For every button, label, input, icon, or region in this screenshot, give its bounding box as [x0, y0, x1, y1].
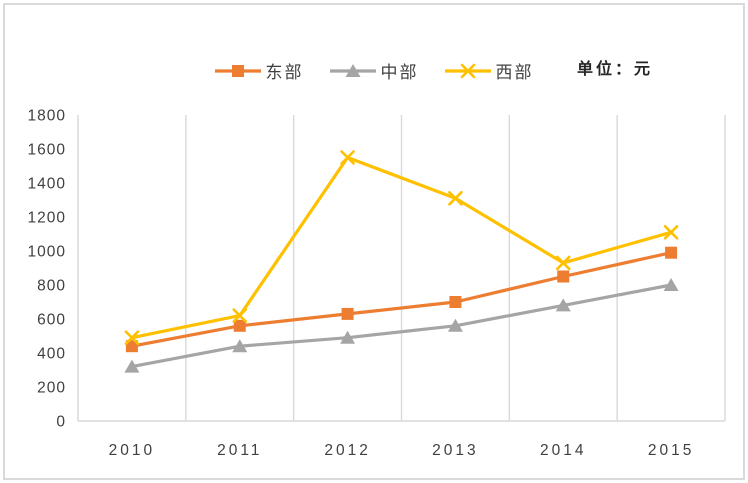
- series-marker: [233, 319, 246, 332]
- legend-item-label: 中部: [380, 63, 419, 82]
- x-tick-label: 2013: [432, 442, 478, 459]
- series-line: [131, 155, 672, 340]
- y-tick-label: 1600: [28, 142, 66, 159]
- legend-item[interactable]: 西部: [444, 58, 534, 83]
- series-marker: [124, 359, 140, 373]
- series-marker: [124, 330, 140, 345]
- y-tick-label: 0: [56, 414, 66, 431]
- y-tick-label: 1400: [28, 176, 66, 193]
- x-tick-label: 2015: [648, 442, 694, 459]
- series-marker: [341, 307, 354, 320]
- legend-item-label: 东部: [265, 63, 304, 82]
- series-marker: [340, 150, 355, 165]
- series-marker: [555, 255, 571, 271]
- series-marker: [448, 191, 463, 206]
- series-marker: [340, 330, 356, 344]
- x-marker-icon: [444, 63, 491, 78]
- y-tick-label: 1800: [28, 108, 66, 125]
- series-marker: [232, 308, 248, 323]
- series-marker: [557, 270, 570, 283]
- series-marker: [449, 296, 462, 308]
- legend-item[interactable]: 东部: [214, 58, 304, 83]
- series-marker: [663, 225, 679, 240]
- y-tick-label: 400: [37, 346, 66, 363]
- y-tick-label: 800: [37, 278, 66, 295]
- legend: 东部 中部 西部: [0, 58, 748, 83]
- triangle-marker-icon: [329, 63, 376, 77]
- y-tick-label: 1200: [28, 210, 66, 227]
- x-tick-label: 2012: [324, 442, 370, 459]
- x-tick-label: 2011: [217, 442, 262, 459]
- series-line: [131, 283, 672, 369]
- square-marker-icon: [214, 64, 261, 77]
- series-marker: [125, 340, 138, 353]
- series-marker: [663, 278, 679, 291]
- series-marker: [232, 339, 248, 353]
- legend-item[interactable]: 中部: [329, 58, 419, 83]
- series-marker: [665, 246, 678, 259]
- legend-item-label: 西部: [495, 63, 534, 82]
- y-tick-label: 200: [37, 380, 66, 397]
- unit-label: 单位：元: [576, 61, 653, 78]
- series-line: [131, 251, 672, 348]
- x-tick-label: 2010: [109, 442, 155, 459]
- y-tick-label: 600: [37, 312, 66, 329]
- y-tick-label: 1000: [28, 244, 66, 261]
- series-marker: [555, 298, 571, 312]
- x-tick-label: 2014: [540, 442, 586, 459]
- series-marker: [447, 318, 463, 332]
